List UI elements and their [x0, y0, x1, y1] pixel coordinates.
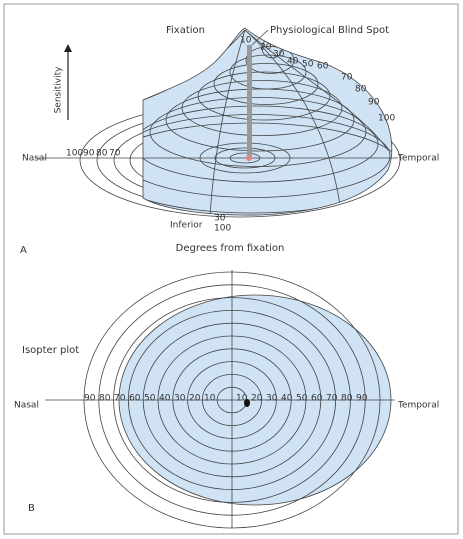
contour [197, 71, 331, 121]
degree-label: 10 [236, 394, 248, 404]
leader [251, 29, 269, 46]
contour [181, 80, 343, 136]
panel-label: A [20, 245, 27, 256]
degree-label: 20 [251, 394, 263, 404]
meridian [209, 29, 246, 216]
axis-caption: Degrees from fixation [176, 243, 285, 254]
contour [149, 97, 367, 167]
temporal-label: Temporal [397, 401, 439, 411]
nasal-label: Nasal [22, 154, 47, 164]
panel-a: Fixation Physiological Blind Spot Sensit… [20, 25, 439, 256]
degree-label: 40 [287, 57, 299, 67]
degree-label: 80 [96, 149, 108, 159]
degree-label: 90 [356, 394, 368, 404]
sensitivity-label: Sensitivity [54, 66, 64, 114]
degree-label: 60 [311, 394, 323, 404]
degree-label: 50 [302, 60, 314, 70]
degree-label: 10 [204, 394, 216, 404]
degree-label: 40 [159, 394, 171, 404]
panel-b: Isopter plot Nasal Temporal B 90 80 70 60 50… [14, 270, 439, 529]
contour [143, 114, 391, 198]
degree-label: 20 [260, 43, 272, 53]
isopter-title: Isopter plot [22, 345, 79, 356]
degree-label: 20 [189, 394, 201, 404]
blind-spot-label: Physiological Blind Spot [270, 25, 389, 36]
degree-label: 100 [214, 224, 231, 234]
degree-label: 40 [281, 394, 293, 404]
degree-label: 60 [317, 62, 329, 72]
blind-spot-bar [247, 45, 252, 158]
degree-label: 10 [240, 36, 252, 46]
degree-label: 30 [273, 50, 285, 60]
degree-label: 100 [378, 114, 395, 124]
degree-label: 30 [266, 394, 278, 404]
contour [213, 63, 319, 105]
degree-label: 30 [174, 394, 186, 404]
degree-label: 50 [144, 394, 156, 404]
contour [143, 105, 379, 183]
degree-label: 90 [368, 98, 380, 108]
panel-label: B [28, 503, 35, 514]
meridian [244, 29, 389, 151]
frame [3, 3, 459, 535]
blind-spot [244, 399, 250, 407]
contour [245, 46, 295, 74]
degree-label: 100 [66, 149, 83, 159]
degree-label: 90 [83, 149, 95, 159]
degree-label: 70 [341, 73, 353, 83]
degree-label: 30 [214, 214, 226, 224]
degree-label: 50 [296, 394, 308, 404]
contour [229, 54, 307, 90]
degree-label: 80 [355, 85, 367, 95]
meridian [244, 29, 341, 206]
inferior-label: Inferior [170, 221, 203, 231]
degree-label: 70 [109, 149, 121, 159]
degree-label: 90 [84, 394, 96, 404]
degree-label: 60 [129, 394, 141, 404]
fixation-label: Fixation [166, 25, 205, 36]
degree-label: 80 [341, 394, 353, 404]
nasal-label: Nasal [14, 401, 39, 411]
degree-label: 70 [114, 394, 126, 404]
arrow-head [64, 44, 72, 52]
degree-label: 70 [326, 394, 338, 404]
hill-of-vision [142, 27, 393, 216]
fixation-point [246, 155, 252, 161]
temporal-label: Temporal [397, 154, 439, 164]
degree-label: 80 [99, 394, 111, 404]
